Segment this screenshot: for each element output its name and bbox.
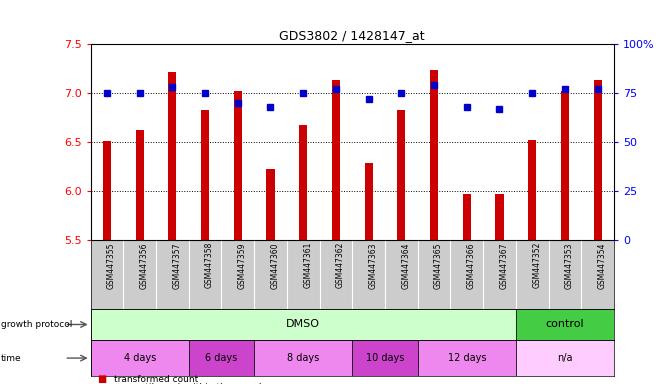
Text: growth protocol: growth protocol xyxy=(1,320,72,329)
Bar xyxy=(397,110,405,240)
Text: 6 days: 6 days xyxy=(205,353,238,363)
Bar xyxy=(495,194,503,240)
Bar xyxy=(516,340,614,376)
Text: 8 days: 8 days xyxy=(287,353,319,363)
Bar xyxy=(91,340,189,376)
Text: GSM447361: GSM447361 xyxy=(303,242,312,288)
Text: GSM447352: GSM447352 xyxy=(532,242,541,288)
Bar xyxy=(136,130,144,240)
Text: GDS3802 / 1428147_at: GDS3802 / 1428147_at xyxy=(279,29,425,42)
Bar xyxy=(364,163,372,240)
Text: GSM447358: GSM447358 xyxy=(205,242,214,288)
Bar xyxy=(430,70,438,240)
Bar xyxy=(168,71,176,240)
Bar xyxy=(201,110,209,240)
Text: ■: ■ xyxy=(97,383,107,384)
Text: GSM447365: GSM447365 xyxy=(434,242,443,288)
Text: GSM447357: GSM447357 xyxy=(172,242,181,288)
Bar xyxy=(417,340,516,376)
Bar xyxy=(103,141,111,240)
Text: GSM447353: GSM447353 xyxy=(565,242,574,288)
Text: GSM447367: GSM447367 xyxy=(499,242,509,288)
Text: GSM447360: GSM447360 xyxy=(270,242,280,288)
Bar xyxy=(332,80,340,240)
Bar xyxy=(463,194,471,240)
Text: GSM447355: GSM447355 xyxy=(107,242,116,288)
Bar xyxy=(254,340,352,376)
Text: GSM447363: GSM447363 xyxy=(368,242,378,288)
Bar xyxy=(516,309,614,340)
Text: 12 days: 12 days xyxy=(448,353,486,363)
Text: GSM447366: GSM447366 xyxy=(467,242,476,288)
Text: DMSO: DMSO xyxy=(287,319,320,329)
Text: control: control xyxy=(546,319,584,329)
Text: 10 days: 10 days xyxy=(366,353,404,363)
Bar xyxy=(299,126,307,240)
Bar xyxy=(352,340,417,376)
Text: GSM447359: GSM447359 xyxy=(238,242,247,288)
Text: GSM447362: GSM447362 xyxy=(336,242,345,288)
Text: transformed count: transformed count xyxy=(114,374,199,384)
Text: GSM447354: GSM447354 xyxy=(598,242,607,288)
Text: 4 days: 4 days xyxy=(123,353,156,363)
Bar xyxy=(189,340,254,376)
Bar xyxy=(234,91,242,240)
Bar xyxy=(91,309,516,340)
Bar xyxy=(266,169,274,240)
Text: ■: ■ xyxy=(97,374,107,384)
Bar xyxy=(594,80,602,240)
Bar xyxy=(561,91,569,240)
Text: GSM447364: GSM447364 xyxy=(401,242,411,288)
Text: percentile rank within the sample: percentile rank within the sample xyxy=(114,383,267,384)
Text: time: time xyxy=(1,354,21,362)
Bar xyxy=(528,140,536,240)
Text: n/a: n/a xyxy=(557,353,572,363)
Text: GSM447356: GSM447356 xyxy=(140,242,149,288)
